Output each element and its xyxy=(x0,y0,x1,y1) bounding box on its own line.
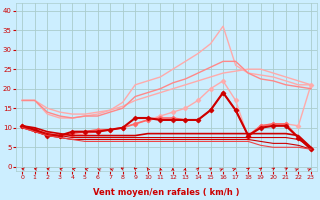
X-axis label: Vent moyen/en rafales ( km/h ): Vent moyen/en rafales ( km/h ) xyxy=(93,188,240,197)
